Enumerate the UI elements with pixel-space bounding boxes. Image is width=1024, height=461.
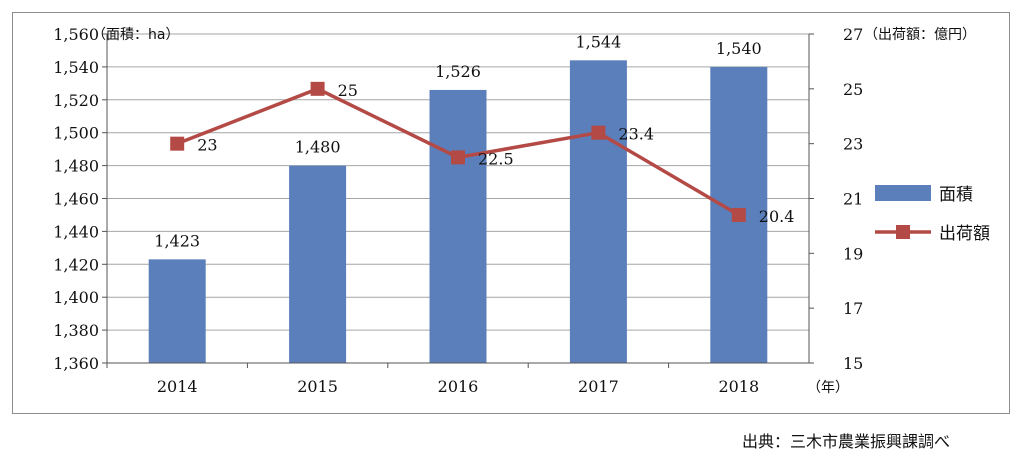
x-tick-label: 2018: [718, 377, 759, 396]
right-tick-label: 15: [843, 354, 863, 373]
line-data-label: 23.4: [618, 125, 654, 144]
right-tick-label: 23: [843, 135, 863, 154]
left-axis-unit: （面積：ha）: [92, 27, 179, 43]
x-axis-unit: （年）: [807, 380, 849, 396]
left-tick-label: 1,520: [53, 91, 99, 110]
left-tick-label: 1,460: [53, 190, 99, 209]
bar: [429, 89, 487, 364]
x-tick-label: 2015: [297, 377, 338, 396]
line-data-label: 23: [197, 136, 217, 155]
left-tick-label: 1,540: [53, 58, 99, 77]
bar-data-label: 1,423: [154, 231, 200, 250]
x-tick-label: 2016: [438, 377, 479, 396]
legend-label-line: 出荷額: [939, 224, 990, 244]
bar-data-label: 1,544: [575, 32, 621, 51]
right-tick-label: 21: [843, 190, 863, 209]
bar-series: [148, 60, 768, 364]
legend-label-bar: 面積: [939, 185, 973, 205]
source-note: 出典：三木市農業振興課調べ: [741, 432, 950, 451]
legend-marker-line: [896, 225, 910, 239]
line-marker: [310, 81, 325, 96]
line-data-label: 20.4: [759, 207, 795, 226]
line-marker: [451, 150, 465, 165]
line-marker: [591, 125, 606, 140]
line-data-label: 22.5: [478, 149, 514, 168]
left-tick-label: 1,480: [53, 157, 99, 176]
bar: [289, 165, 347, 363]
bar-data-label: 1,480: [295, 138, 341, 157]
left-tick-label: 1,360: [53, 354, 99, 373]
right-tick-label: 27: [843, 25, 863, 44]
right-tick-label: 19: [843, 244, 863, 263]
bar: [569, 60, 627, 363]
chart-frame: 1,360 1,380 1,400 1,420 1,440 1,460 1,480 1,500…: [12, 12, 1010, 414]
legend-swatch-bar: [875, 185, 931, 201]
bar: [148, 259, 206, 363]
combo-chart: 1,360 1,380 1,400 1,420 1,440 1,460 1,480 1,500…: [53, 25, 990, 396]
left-tick-label: 1,420: [53, 255, 99, 274]
x-tick-label: 2014: [157, 377, 198, 396]
left-tick-label: 1,560: [53, 25, 99, 44]
bar-data-label: 1,526: [435, 62, 481, 81]
left-tick-label: 1,440: [53, 222, 99, 241]
line-data-label: 25: [338, 81, 358, 100]
line-series: [170, 81, 746, 222]
left-tick-label: 1,380: [53, 321, 99, 340]
left-tick-label: 1,500: [53, 124, 99, 143]
right-tick-label: 25: [843, 80, 863, 99]
axes: 1,360 1,380 1,400 1,420 1,440 1,460 1,480 1,500…: [53, 25, 976, 396]
line-marker: [170, 136, 185, 151]
right-tick-label: 17: [843, 299, 863, 318]
x-tick-label: 2017: [578, 377, 619, 396]
data-labels: 1,423 1,480 1,526 1,544 1,540 23 25 22.5 23.4 20.…: [154, 32, 794, 250]
right-axis-unit: （出荷額：億円）: [864, 27, 976, 43]
left-tick-label: 1,400: [53, 288, 99, 307]
bar-data-label: 1,540: [716, 39, 762, 58]
line-marker: [731, 207, 746, 222]
